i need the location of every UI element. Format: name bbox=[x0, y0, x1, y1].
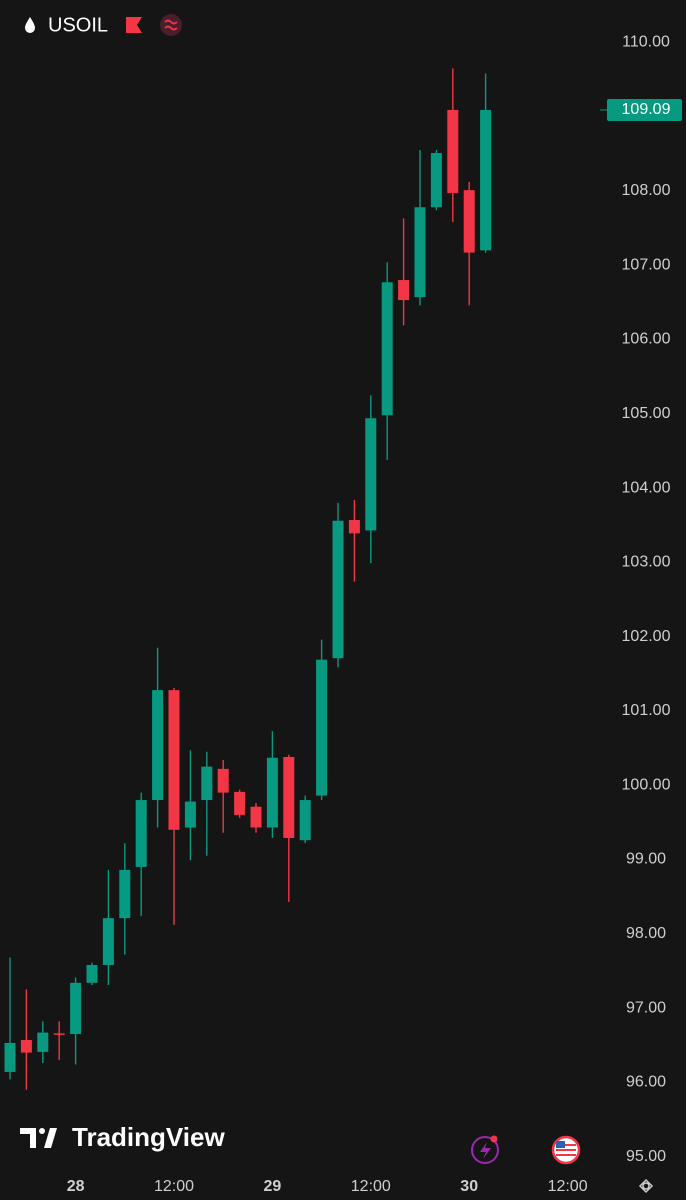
symbol: USOIL bbox=[48, 14, 108, 36]
y-tick-label: 110.00 bbox=[622, 34, 670, 51]
y-tick-label: 99.00 bbox=[626, 851, 666, 868]
candle-body bbox=[381, 282, 393, 416]
candle-body bbox=[234, 791, 246, 815]
candle-body bbox=[201, 766, 213, 801]
x-tick-label: 12:00 bbox=[154, 1178, 194, 1195]
x-tick-label: 30 bbox=[460, 1178, 478, 1195]
alerts-glyph bbox=[480, 1142, 491, 1159]
y-tick-label: 103.00 bbox=[622, 554, 671, 571]
candle-body bbox=[250, 806, 262, 828]
candle-body bbox=[4, 1042, 16, 1072]
candle-body bbox=[480, 109, 492, 251]
candle-body bbox=[217, 768, 229, 793]
candle-body bbox=[70, 982, 82, 1035]
region-glyph-canton bbox=[556, 1141, 565, 1148]
candle-body bbox=[20, 1040, 32, 1053]
alerts-icon[interactable] bbox=[471, 1136, 499, 1164]
x-tick-label: 29 bbox=[264, 1178, 282, 1195]
candle-body bbox=[430, 153, 442, 208]
y-tick-label: 96.00 bbox=[626, 1074, 666, 1091]
candle-body bbox=[152, 690, 164, 801]
candle-body bbox=[348, 520, 360, 534]
candle-body bbox=[266, 757, 278, 828]
last-price-label: 109.09 bbox=[622, 101, 671, 118]
x-tick-label: 12:00 bbox=[548, 1178, 588, 1195]
x-tick-label: 12:00 bbox=[351, 1178, 391, 1195]
candle-body bbox=[168, 690, 180, 830]
candle-body bbox=[283, 756, 295, 838]
candle-body bbox=[299, 800, 311, 841]
candle-body bbox=[463, 190, 475, 253]
y-tick-label: 107.00 bbox=[622, 256, 671, 273]
candle-body bbox=[37, 1032, 49, 1052]
y-tick-label: 108.00 bbox=[622, 182, 671, 199]
y-tick-label: 102.00 bbox=[622, 628, 671, 645]
y-tick-label: 98.00 bbox=[626, 925, 666, 942]
y-tick-label: 97.00 bbox=[626, 999, 666, 1016]
candle-body bbox=[102, 918, 114, 965]
candle-body bbox=[447, 109, 459, 194]
y-tick-label: 106.00 bbox=[622, 331, 671, 348]
candle-body bbox=[119, 869, 131, 919]
candle-body bbox=[135, 800, 147, 867]
commodity-icon bbox=[25, 17, 35, 33]
candle-body bbox=[365, 418, 377, 531]
y-tick-label: 104.00 bbox=[622, 479, 671, 496]
watermark: TradingView bbox=[72, 1122, 225, 1152]
logo: TradingView bbox=[20, 1122, 225, 1152]
y-tick-label: 100.00 bbox=[622, 776, 671, 793]
candle-body bbox=[398, 280, 410, 301]
last-price-badge bbox=[607, 98, 682, 121]
settings-icon[interactable] bbox=[638, 1178, 654, 1194]
candle-body bbox=[414, 207, 426, 298]
y-tick-label: 95.00 bbox=[626, 1148, 666, 1165]
candle-body bbox=[86, 964, 98, 983]
x-tick-label: 28 bbox=[67, 1178, 85, 1195]
indicator-glyph bbox=[164, 19, 178, 31]
indicator-icon[interactable] bbox=[160, 14, 182, 36]
y-tick-label: 105.00 bbox=[622, 405, 671, 422]
candle-body bbox=[332, 520, 344, 659]
candle-body bbox=[316, 659, 328, 796]
y-tick-label: 101.00 bbox=[622, 702, 671, 719]
candle-body bbox=[53, 1033, 65, 1035]
alerts-dot bbox=[490, 1135, 498, 1143]
candle-body bbox=[184, 801, 196, 828]
flag-icon[interactable] bbox=[126, 17, 142, 33]
